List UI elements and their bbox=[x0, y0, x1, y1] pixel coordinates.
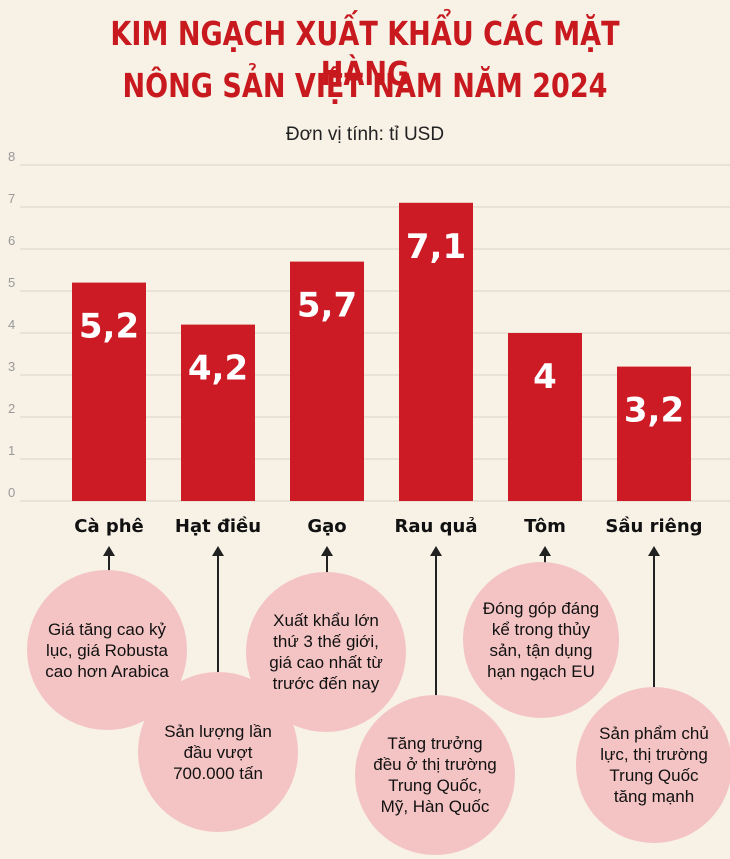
category-label: Rau quả bbox=[395, 516, 478, 537]
arrow-head bbox=[539, 546, 551, 556]
y-tick-label: 6 bbox=[8, 233, 15, 248]
note-text: Giá tăng cao kỷ lục, giá Robusta cao hơn… bbox=[45, 619, 169, 681]
note-text: Xuất khẩu lớn thứ 3 thế giới, giá cao nh… bbox=[269, 611, 383, 693]
note-bubble: Xuất khẩu lớn thứ 3 thế giới, giá cao nh… bbox=[246, 572, 406, 732]
chart-title-line-2: NÔNG SẢN VIỆT NAM NĂM 2024 bbox=[122, 66, 608, 105]
y-tick-label: 7 bbox=[8, 191, 15, 206]
arrow-head bbox=[648, 546, 660, 556]
y-tick-label: 3 bbox=[8, 359, 15, 374]
note-text: Sản lượng lần đầu vượt 700.000 tấn bbox=[164, 721, 272, 783]
y-tick-label: 4 bbox=[8, 317, 15, 332]
note-bubble: Đóng góp đáng kể trong thủy sản, tận dụn… bbox=[463, 562, 619, 718]
note-bubble: Sản lượng lần đầu vượt 700.000 tấn bbox=[138, 672, 298, 832]
bar bbox=[508, 333, 582, 501]
category-label: Sầu riêng bbox=[605, 516, 702, 537]
bar-value-label: 5,2 bbox=[79, 307, 139, 347]
chart-title-line-1: KIM NGẠCH XUẤT KHẨU CÁC MẶT HÀNG bbox=[110, 14, 620, 93]
bar-value-label: 4 bbox=[533, 357, 557, 397]
arrow-head bbox=[321, 546, 333, 556]
bar bbox=[399, 202, 473, 502]
bar-value-label: 7,1 bbox=[406, 227, 466, 267]
y-tick-label: 0 bbox=[8, 485, 15, 500]
unit-label: Đơn vị tính: tỉ USD bbox=[285, 124, 445, 145]
y-tick-label: 8 bbox=[8, 149, 15, 164]
category-label: Gạo bbox=[307, 516, 346, 537]
note-bubble: Sản phẩm chủ lực, thị trường Trung Quốc … bbox=[576, 687, 730, 843]
arrow-head bbox=[103, 546, 115, 556]
bar bbox=[617, 366, 691, 501]
bar bbox=[72, 282, 146, 501]
arrow-head bbox=[430, 546, 442, 556]
bar-value-label: 5,7 bbox=[297, 286, 357, 326]
bar-value-label: 4,2 bbox=[188, 349, 248, 389]
bar bbox=[181, 324, 255, 501]
bar-value-label: 3,2 bbox=[624, 391, 684, 431]
category-label: Hạt điều bbox=[175, 516, 261, 537]
category-label: Cà phê bbox=[74, 516, 144, 537]
y-tick-label: 2 bbox=[8, 401, 15, 416]
note-text: Tăng trưởng đều ở thị trường Trung Quốc,… bbox=[373, 734, 497, 816]
y-tick-label: 1 bbox=[8, 443, 15, 458]
bar bbox=[290, 261, 364, 501]
y-tick-label: 5 bbox=[8, 275, 15, 290]
note-bubble: Tăng trưởng đều ở thị trường Trung Quốc,… bbox=[355, 695, 515, 855]
category-label: Tôm bbox=[524, 516, 566, 537]
note-text: Sản phẩm chủ lực, thị trường Trung Quốc … bbox=[599, 724, 709, 806]
note-text: Đóng góp đáng kể trong thủy sản, tận dụn… bbox=[482, 599, 600, 681]
arrow-head bbox=[212, 546, 224, 556]
